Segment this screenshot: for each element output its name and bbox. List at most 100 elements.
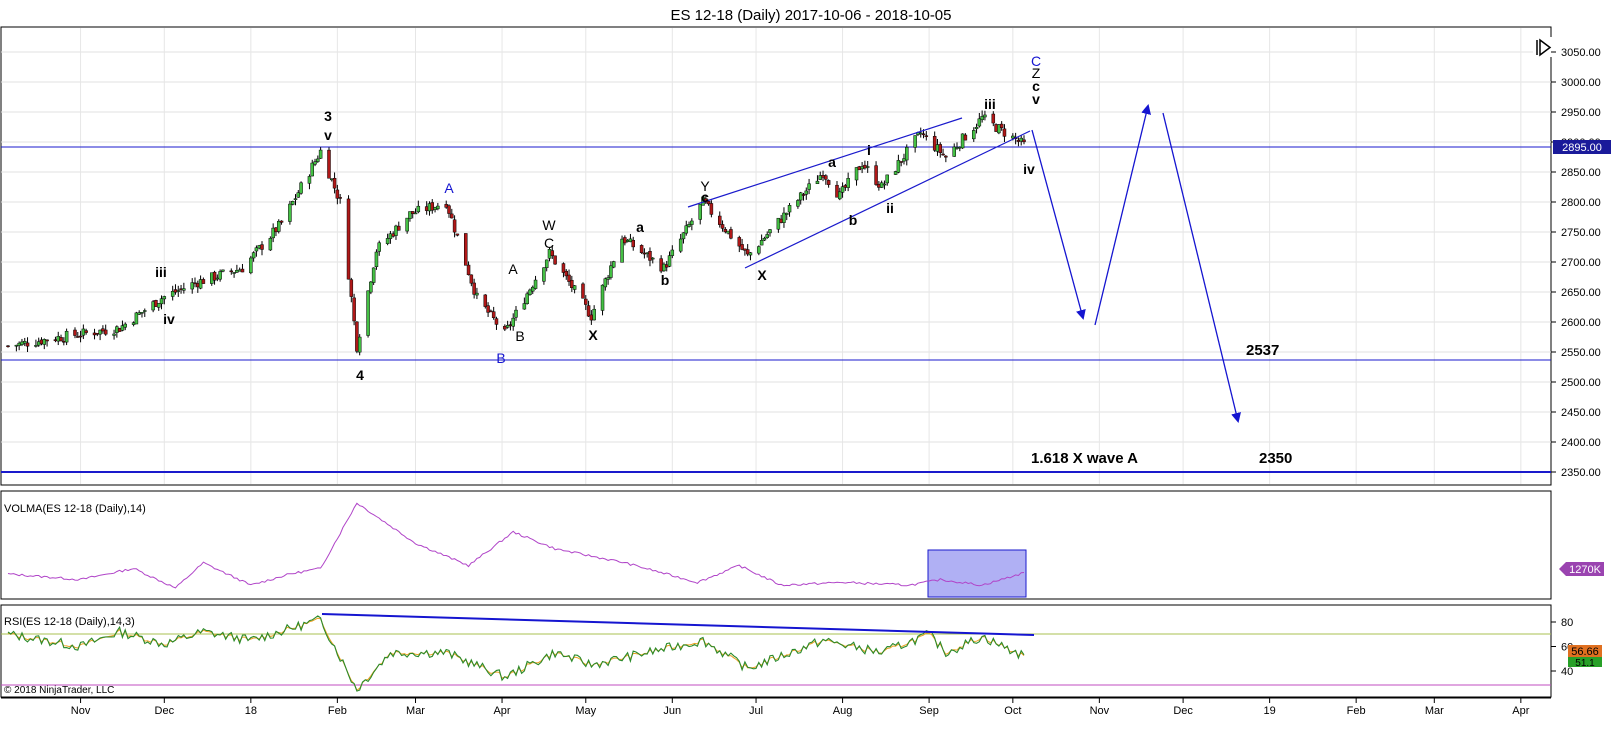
candle-body xyxy=(983,114,987,118)
candle-body xyxy=(397,225,401,231)
candle-body xyxy=(489,310,493,313)
wave-label-blue: C xyxy=(1031,53,1041,69)
candle-body xyxy=(182,288,186,291)
candle-body xyxy=(140,311,144,314)
wave-label: X xyxy=(588,327,598,343)
candle-body xyxy=(759,240,764,246)
candle-body xyxy=(491,311,496,318)
wave-label: X xyxy=(757,267,767,283)
level-label-2537: 2537 xyxy=(1246,342,1279,359)
candle-body xyxy=(662,263,666,272)
candle-body xyxy=(410,211,415,214)
price-tick-label: 3050.00 xyxy=(1561,47,1601,59)
candle-body xyxy=(687,223,691,227)
x-tick-label: Dec xyxy=(1173,705,1193,717)
wave-label-blue: A xyxy=(444,180,454,196)
rsi-current-value: 56.66 xyxy=(1571,646,1599,658)
candle-body xyxy=(483,294,488,307)
candle-body xyxy=(1002,128,1007,137)
candle-body xyxy=(355,321,359,352)
candle-body xyxy=(620,238,624,263)
candle-body xyxy=(762,237,767,241)
candle-body xyxy=(533,279,538,289)
x-tick-label: Jul xyxy=(749,705,763,717)
candle-body xyxy=(698,203,702,220)
x-tick-label: Feb xyxy=(328,705,347,717)
candle-body xyxy=(815,180,820,184)
x-tick-label: Mar xyxy=(406,705,425,717)
candle-body xyxy=(450,213,454,219)
candle-body xyxy=(522,303,527,310)
candle-body xyxy=(25,342,30,347)
candle-body xyxy=(938,144,943,153)
candle-body xyxy=(503,325,507,330)
candle-body xyxy=(385,238,390,244)
candle-body xyxy=(276,220,281,232)
candle-body xyxy=(310,162,314,177)
candle-body xyxy=(296,192,301,198)
x-tick-label: Oct xyxy=(1004,705,1021,717)
candle-body xyxy=(514,309,518,318)
candle-body xyxy=(784,212,789,215)
candle-body xyxy=(455,233,460,236)
candle-body xyxy=(78,335,83,338)
candle-body xyxy=(924,135,929,137)
price-tick-label: 2350.00 xyxy=(1561,467,1601,479)
candle-body xyxy=(112,333,116,336)
candle-body xyxy=(436,205,440,210)
candle-body xyxy=(475,292,479,296)
candle-body xyxy=(840,186,845,193)
candle-body xyxy=(740,244,744,250)
candle-body xyxy=(561,263,566,273)
candle-body xyxy=(963,134,968,141)
wave-label-blue: B xyxy=(496,350,505,366)
candle-body xyxy=(511,317,515,327)
wave-label: a xyxy=(636,219,644,235)
candle-body xyxy=(494,318,499,325)
fib-label: 1.618 X wave A xyxy=(1031,450,1138,467)
price-tick-label: 2850.00 xyxy=(1561,167,1601,179)
candle-body xyxy=(464,233,468,266)
candle-body xyxy=(690,220,694,225)
candle-body xyxy=(586,305,591,317)
candle-body xyxy=(84,330,88,333)
price-tick-label: 2800.00 xyxy=(1561,197,1601,209)
candle-body xyxy=(977,118,982,127)
candle-body xyxy=(807,183,811,190)
candle-body xyxy=(73,329,77,336)
candle-body xyxy=(684,225,689,234)
candle-body xyxy=(212,271,217,281)
candle-body xyxy=(34,345,38,347)
candle-body xyxy=(416,205,421,213)
candle-body xyxy=(972,130,976,140)
candle-body xyxy=(466,264,471,276)
candle-body xyxy=(307,176,312,184)
candle-body xyxy=(896,160,901,173)
candle-body xyxy=(335,189,340,199)
candle-body xyxy=(452,219,457,233)
candle-body xyxy=(550,250,555,257)
candle-body xyxy=(913,135,917,148)
candle-body xyxy=(611,261,616,268)
volma-line xyxy=(7,502,1025,589)
candle-body xyxy=(564,270,568,277)
x-tick-label: 19 xyxy=(1264,705,1276,717)
candle-body xyxy=(176,290,181,292)
candle-body xyxy=(190,282,194,290)
wave-label: B xyxy=(515,328,524,344)
candle-body xyxy=(997,124,1001,134)
candle-body xyxy=(846,178,850,188)
candle-body xyxy=(592,308,596,321)
candle-body xyxy=(123,323,127,328)
candle-body xyxy=(835,184,839,198)
candle-body xyxy=(606,277,610,280)
candle-body xyxy=(709,203,714,215)
candle-body xyxy=(980,116,984,121)
collapse-panel-icon[interactable] xyxy=(1533,37,1553,57)
candle-body xyxy=(293,198,298,200)
candle-body xyxy=(103,329,108,335)
candle-body xyxy=(268,238,273,251)
candle-body xyxy=(229,270,234,273)
candle-body xyxy=(472,282,476,295)
candle-body xyxy=(156,303,161,308)
